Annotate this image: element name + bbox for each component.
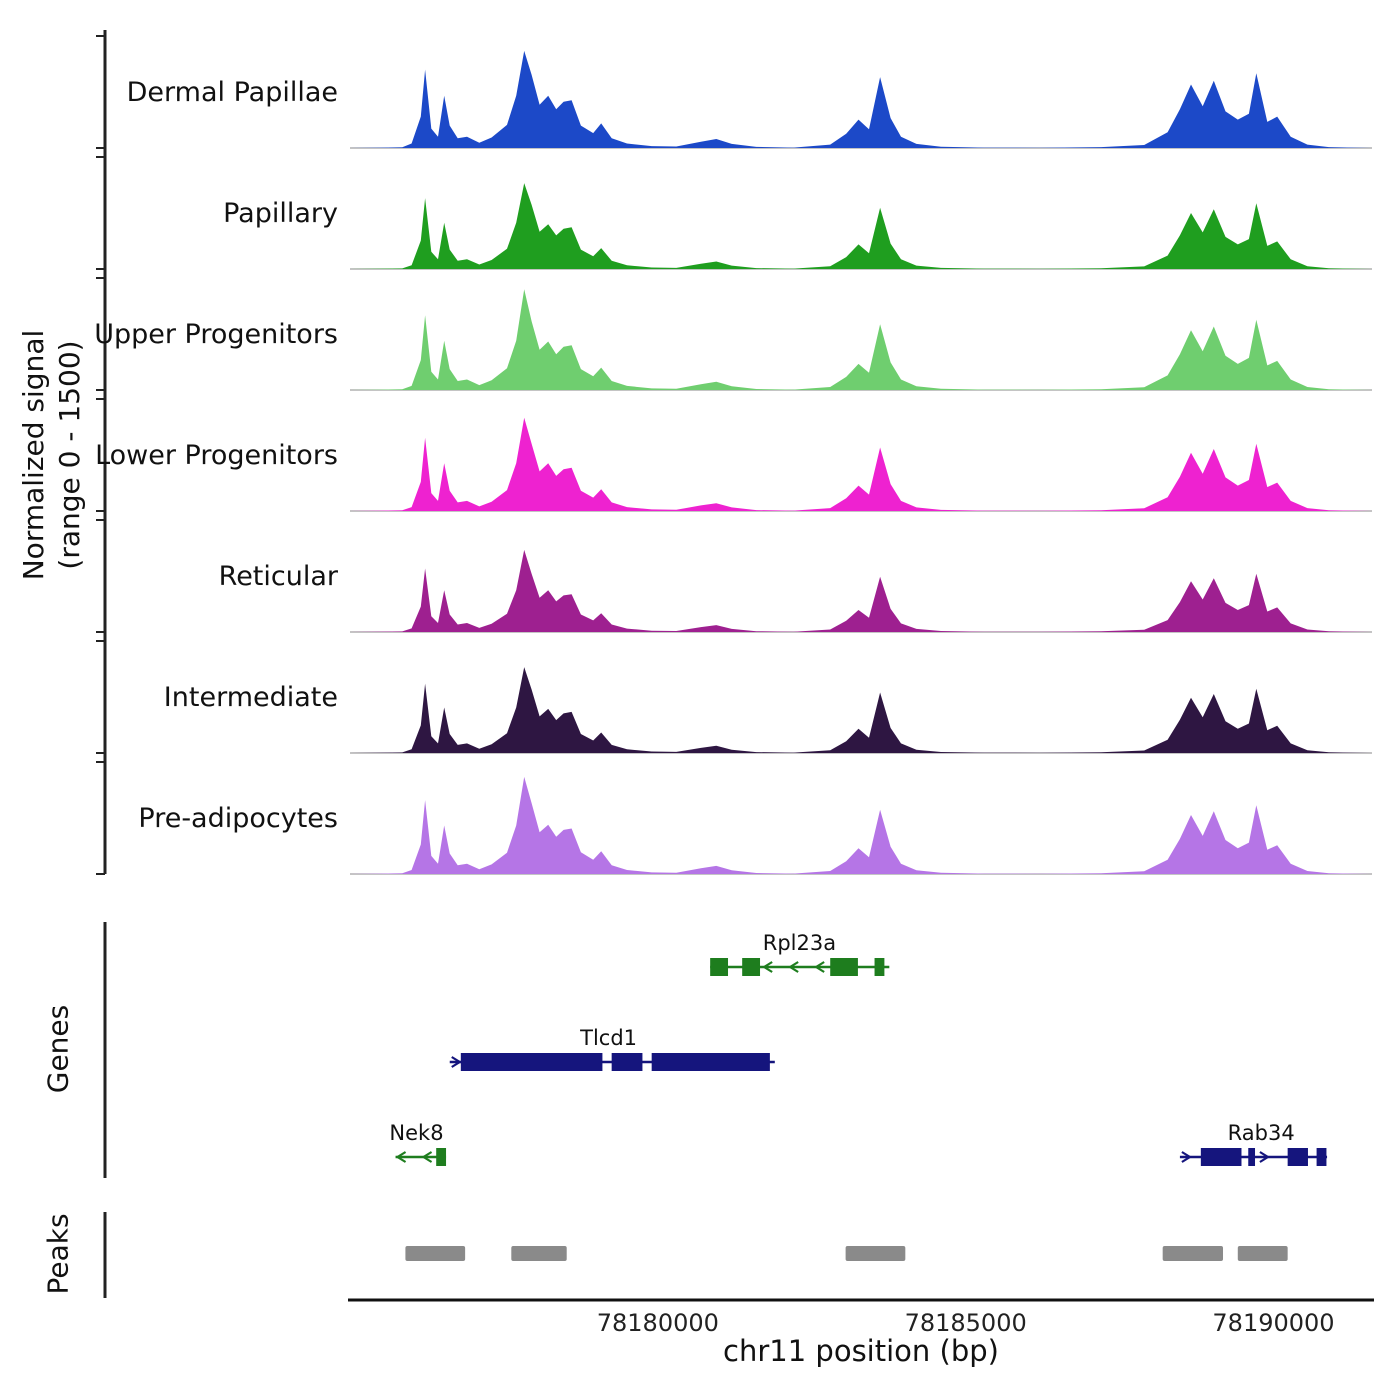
track-label-pre-adipocytes: Pre-adipocytes	[138, 803, 338, 834]
signal-area-dermal-papillae	[350, 50, 1372, 148]
exon-box	[611, 1053, 643, 1071]
gene-label-Nek8: Nek8	[389, 1121, 443, 1145]
signal-area-pre-adipocytes	[350, 776, 1372, 874]
signal-area-lower-progenitors	[350, 417, 1372, 511]
track-label-upper-progenitors: Upper Progenitors	[94, 319, 338, 350]
x-tick-label: 78190000	[1212, 1309, 1334, 1337]
gene-label-Rab34: Rab34	[1228, 1121, 1295, 1145]
gene-label-Rpl23a: Rpl23a	[763, 931, 836, 955]
track-label-intermediate: Intermediate	[163, 682, 338, 713]
exon-box	[830, 958, 858, 976]
x-axis-title: chr11 position (bp)	[723, 1334, 999, 1368]
peaks-section-label: Peaks	[41, 1213, 75, 1295]
peak-region	[405, 1246, 466, 1261]
signal-area-upper-progenitors	[350, 289, 1372, 390]
peak-region	[511, 1246, 567, 1261]
strand-chevron	[451, 1056, 462, 1068]
peak-region	[845, 1246, 906, 1261]
track-label-papillary: Papillary	[223, 198, 338, 229]
x-tick-label: 78180000	[597, 1309, 719, 1337]
strand-chevron	[395, 1151, 407, 1163]
genes-section-label: Genes	[41, 1004, 75, 1094]
x-tick-label: 78185000	[905, 1309, 1027, 1337]
strand-chevron	[762, 961, 773, 973]
strand-chevron	[1181, 1151, 1192, 1163]
y-axis-label-line1: Normalized signal	[17, 329, 50, 581]
track-label-reticular: Reticular	[218, 561, 338, 592]
exon-box	[460, 1053, 603, 1071]
strand-chevron	[788, 961, 799, 973]
signal-area-papillary	[350, 183, 1372, 269]
y-axis-label-line2: (range 0 - 1500)	[53, 340, 86, 570]
exon-box	[874, 958, 885, 976]
y-axis-label: Normalized signal (range 0 - 1500)	[16, 330, 88, 581]
gene-label-Tlcd1: Tlcd1	[579, 1026, 637, 1050]
exon-box	[436, 1148, 447, 1166]
peak-region	[1162, 1246, 1224, 1261]
exon-box	[1287, 1148, 1308, 1166]
exon-box	[1200, 1148, 1242, 1166]
exon-box	[1316, 1148, 1327, 1166]
exon-box	[651, 1053, 770, 1071]
strand-chevron	[814, 961, 825, 973]
track-label-dermal-papillae: Dermal Papillae	[126, 77, 338, 108]
exon-box	[742, 958, 761, 976]
signal-area-reticular	[350, 549, 1372, 632]
exon-box	[710, 958, 729, 976]
signal-area-intermediate	[350, 667, 1372, 753]
strand-chevron	[421, 1151, 433, 1163]
strand-chevron	[1259, 1151, 1270, 1163]
track-label-lower-progenitors: Lower Progenitors	[95, 440, 338, 471]
exon-box	[1248, 1148, 1256, 1166]
peak-region	[1237, 1246, 1288, 1261]
